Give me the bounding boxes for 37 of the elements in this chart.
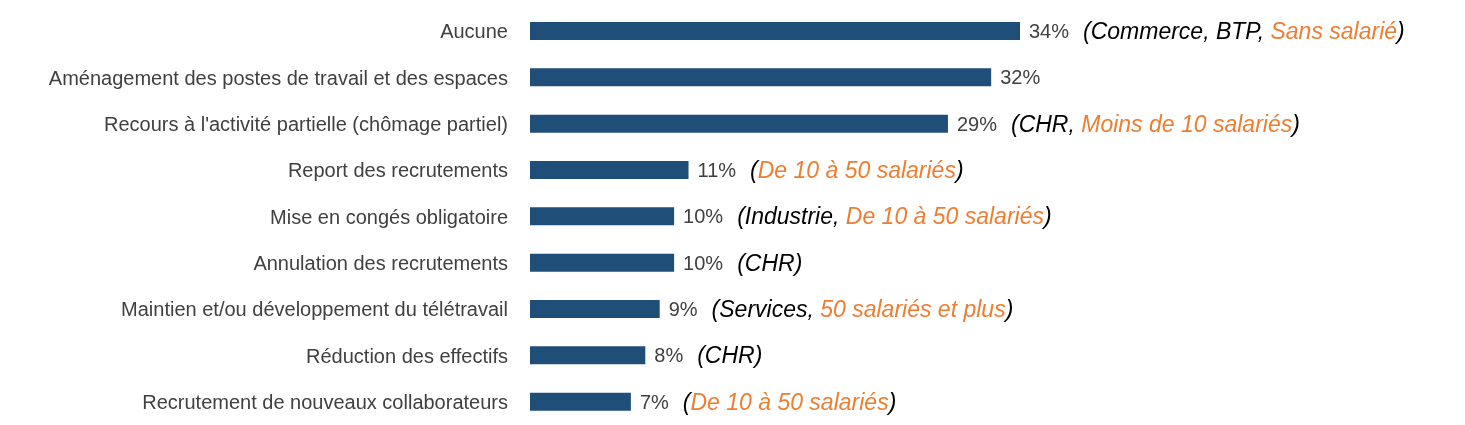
annotation: (CHR) bbox=[737, 249, 803, 276]
annotation: ( bbox=[750, 157, 761, 183]
data-label: 9% bbox=[668, 298, 698, 320]
bar bbox=[530, 392, 631, 411]
annotation: (Services, bbox=[711, 296, 821, 322]
data-label: 10% bbox=[683, 251, 724, 274]
bar bbox=[530, 22, 1020, 40]
annotation: ( bbox=[682, 388, 693, 415]
annotation: (Commerce, BTP, bbox=[1083, 18, 1271, 44]
bar bbox=[530, 68, 992, 87]
annotation: (CHR) bbox=[697, 342, 763, 369]
bar bbox=[530, 300, 660, 318]
data-label: 32% bbox=[1000, 66, 1041, 89]
y-tick-label: Aménagement des postes de travail et des espaces bbox=[48, 66, 508, 89]
y-tick-label: Réduction des effectifs bbox=[306, 344, 508, 367]
y-tick-label: Aucune bbox=[440, 20, 508, 43]
text: ) bbox=[1289, 110, 1300, 137]
y-tick-label: Recrutement de nouveaux collaborateurs bbox=[142, 390, 508, 413]
bar bbox=[530, 346, 646, 365]
data-label: 29% bbox=[956, 112, 998, 135]
y-tick-label: Annulation des recrutements bbox=[253, 251, 508, 274]
y-tick-label: Report des recrutements bbox=[287, 159, 508, 182]
annotation: (Industrie, bbox=[737, 203, 846, 230]
bar bbox=[530, 114, 948, 133]
bar bbox=[530, 161, 689, 179]
text: ) bbox=[1394, 18, 1405, 44]
data-label: 7% bbox=[639, 390, 670, 413]
annotation: (CHR, bbox=[1010, 110, 1082, 137]
y-tick-label: Maintien et/ou développement du télétravail bbox=[121, 298, 508, 321]
data-label: 34% bbox=[1029, 20, 1070, 42]
y-tick-label: Mise en congés obligatoire bbox=[270, 205, 508, 228]
bar bbox=[530, 207, 675, 226]
data-label: 8% bbox=[654, 344, 684, 367]
y-tick-label: Recours à l'activité partielle (chômage partiel) bbox=[104, 112, 508, 135]
data-label: 11% bbox=[697, 159, 737, 181]
bar bbox=[530, 253, 675, 272]
data-label: 10% bbox=[683, 205, 724, 228]
